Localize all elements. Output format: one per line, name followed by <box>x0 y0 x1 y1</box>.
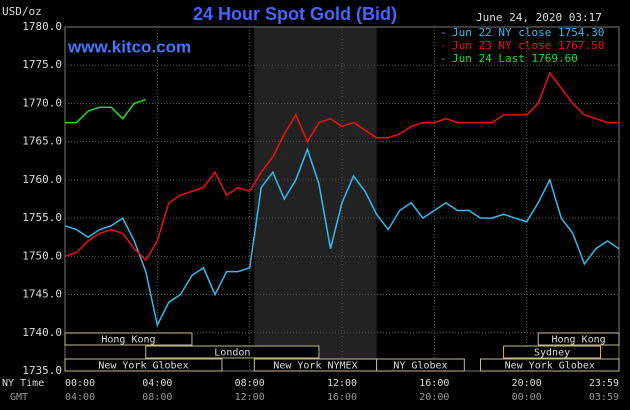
x2-tick-label: 00:00 <box>512 392 542 403</box>
x-tick-label: 12:00 <box>327 378 357 389</box>
session-label: Hong Kong <box>101 335 155 346</box>
series-line <box>64 71 619 262</box>
x2-tick-label: 08:00 <box>142 392 172 403</box>
x-tick-label: 23:59 <box>589 378 619 389</box>
x2-tick-label: 16:00 <box>327 392 357 403</box>
session-label: NY Globex <box>393 361 447 372</box>
y-tick-label: 1745.0 <box>22 288 62 301</box>
session-bar <box>480 358 620 372</box>
session-label: New York Globex <box>98 361 188 372</box>
legend-marker: - <box>440 26 447 39</box>
x-tick-label: 16:00 <box>419 378 449 389</box>
x-tick-label: 08:00 <box>235 378 265 389</box>
session-shade <box>254 27 377 371</box>
session-bar <box>503 345 602 359</box>
y-tick-label: 1775.0 <box>22 58 62 71</box>
series-line <box>64 147 620 328</box>
legend-entry: Jun 22 NY close 1754.30 <box>452 26 604 39</box>
y-tick-label: 1735.0 <box>22 364 62 377</box>
x2-axis-label: GMT <box>10 392 28 403</box>
x2-tick-label: 12:00 <box>235 392 265 403</box>
timestamp: June 24, 2020 03:17 <box>476 11 602 24</box>
x-tick-label: 20:00 <box>512 378 542 389</box>
x-tick-label: 04:00 <box>142 378 172 389</box>
legend-marker: - <box>440 39 447 52</box>
session-bar <box>537 332 620 346</box>
y-tick-label: 1780.0 <box>22 20 62 33</box>
session-label: London <box>214 348 250 359</box>
series-line <box>65 98 147 124</box>
x2-tick-label: 04:00 <box>65 392 95 403</box>
session-label: New York NYMEX <box>273 361 357 372</box>
source: www.kitco.com <box>67 37 191 56</box>
y-tick-label: 1770.0 <box>22 96 62 109</box>
y-tick-label: 1740.0 <box>22 326 62 339</box>
legend-entry: Jun 23 NY close 1767.50 <box>452 39 604 52</box>
y-tick-label: 1765.0 <box>22 135 62 148</box>
y-tick-label: 1750.0 <box>22 249 62 262</box>
session-label: New York Globex <box>505 361 595 372</box>
y-tick-label: 1755.0 <box>22 211 62 224</box>
session-bar <box>64 332 193 346</box>
legend-marker: - <box>440 52 447 65</box>
session-bar <box>376 358 465 372</box>
session-label: Sydney <box>534 348 570 359</box>
x-axis-label: NY Time <box>2 378 44 389</box>
x-tick-label: 00:00 <box>65 378 95 389</box>
session-label: Hong Kong <box>552 335 606 346</box>
session-bar <box>64 358 223 372</box>
y-tick-label: 1760.0 <box>22 173 62 186</box>
legend-entry: Jun 24 Last 1769.60 <box>452 52 578 65</box>
x2-tick-label: 20:00 <box>419 392 449 403</box>
session-bar <box>145 345 320 359</box>
x2-tick-label: 03:59 <box>589 392 619 403</box>
y-axis-label: USD/oz <box>2 5 42 18</box>
chart-title: 24 Hour Spot Gold (Bid) <box>193 4 397 24</box>
